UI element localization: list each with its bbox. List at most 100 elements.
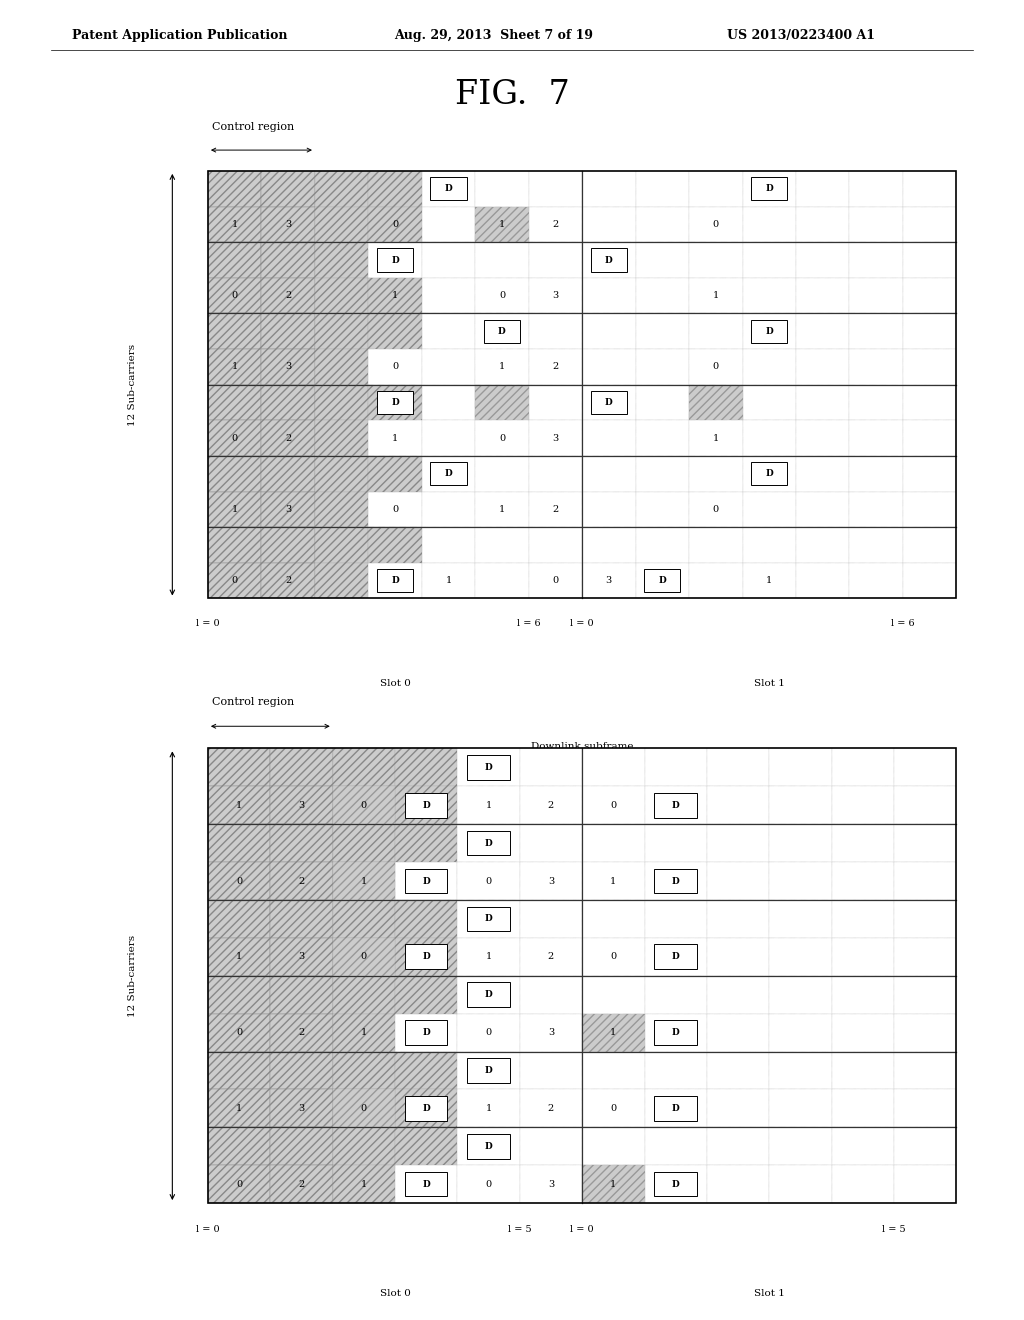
Text: ( a ): ( a ) [523, 796, 552, 810]
Bar [422, 206, 475, 242]
Text: D: D [672, 1028, 680, 1038]
Bar [849, 491, 903, 527]
Bar [475, 348, 528, 384]
Bar [654, 793, 697, 817]
Bar [742, 562, 796, 598]
Text: Patent Application Publication: Patent Application Publication [72, 29, 287, 42]
Bar [458, 1127, 520, 1166]
Bar [369, 455, 422, 491]
Bar [582, 1014, 644, 1052]
Bar [582, 455, 636, 491]
Bar [831, 900, 894, 937]
Bar [644, 748, 707, 787]
Bar [333, 975, 395, 1014]
Bar [769, 900, 831, 937]
Bar [333, 787, 395, 824]
Bar [582, 1166, 644, 1203]
Bar [796, 206, 849, 242]
Bar [395, 787, 458, 824]
Bar [208, 491, 261, 527]
Bar [458, 900, 520, 937]
Bar [395, 939, 458, 975]
Text: 0: 0 [552, 576, 558, 585]
Bar [369, 172, 422, 206]
Bar [894, 824, 956, 862]
Bar [475, 384, 528, 420]
Bar [422, 455, 475, 491]
Bar [422, 562, 475, 598]
Bar [270, 939, 333, 975]
Bar [422, 313, 475, 348]
Bar [528, 242, 582, 277]
Text: 1: 1 [360, 876, 367, 886]
Bar [582, 420, 636, 455]
Text: D: D [672, 952, 680, 961]
Bar [769, 1014, 831, 1052]
Bar [520, 862, 582, 900]
Text: l = 0: l = 0 [197, 1225, 220, 1234]
Text: D: D [672, 1104, 680, 1113]
Text: Slot 0: Slot 0 [380, 1288, 411, 1298]
Text: l = 0: l = 0 [570, 1225, 594, 1234]
Bar [270, 1166, 333, 1203]
Bar [395, 975, 458, 1014]
Bar [395, 975, 458, 1014]
Bar [831, 1127, 894, 1166]
Text: 3: 3 [552, 434, 558, 442]
Bar [528, 384, 582, 420]
Text: 1: 1 [499, 506, 505, 513]
Text: D: D [765, 185, 773, 193]
Bar [903, 348, 956, 384]
Bar [742, 313, 796, 348]
Bar [520, 1052, 582, 1089]
Bar [689, 420, 742, 455]
Text: 0: 0 [499, 434, 505, 442]
Bar [261, 277, 315, 313]
Text: D: D [391, 576, 399, 585]
Bar [520, 1089, 582, 1127]
Bar [894, 1166, 956, 1203]
Bar [333, 1166, 395, 1203]
Bar [796, 277, 849, 313]
Bar [369, 277, 422, 313]
Text: Downlink subframe: Downlink subframe [530, 742, 634, 751]
Bar [261, 313, 315, 348]
Text: Slot 1: Slot 1 [754, 680, 784, 688]
Bar [689, 562, 742, 598]
Bar [483, 319, 520, 343]
Bar [644, 862, 707, 900]
Bar [333, 862, 395, 900]
Text: Control region: Control region [212, 697, 295, 708]
Bar [475, 206, 528, 242]
Bar [395, 824, 458, 862]
Bar [644, 824, 707, 862]
Text: 0: 0 [231, 434, 238, 442]
Bar [796, 491, 849, 527]
Bar [270, 824, 333, 862]
Bar [831, 1052, 894, 1089]
Bar [894, 1014, 956, 1052]
Text: D: D [484, 990, 493, 999]
Bar [707, 1127, 769, 1166]
Text: 2: 2 [298, 1028, 305, 1038]
Bar [831, 1166, 894, 1203]
Bar [742, 384, 796, 420]
Bar [520, 1166, 582, 1203]
Bar [528, 348, 582, 384]
Bar [270, 787, 333, 824]
Bar [270, 748, 333, 787]
Bar [689, 384, 742, 420]
Bar [208, 1089, 270, 1127]
Text: 1: 1 [231, 506, 238, 513]
Text: 1: 1 [766, 576, 772, 585]
Bar [315, 527, 369, 562]
Text: 1: 1 [713, 434, 719, 442]
Bar [261, 420, 315, 455]
Bar [395, 1052, 458, 1089]
Bar [333, 748, 395, 787]
Bar [369, 384, 422, 420]
Bar [315, 562, 369, 598]
Bar [742, 491, 796, 527]
Bar [849, 455, 903, 491]
Bar [903, 491, 956, 527]
